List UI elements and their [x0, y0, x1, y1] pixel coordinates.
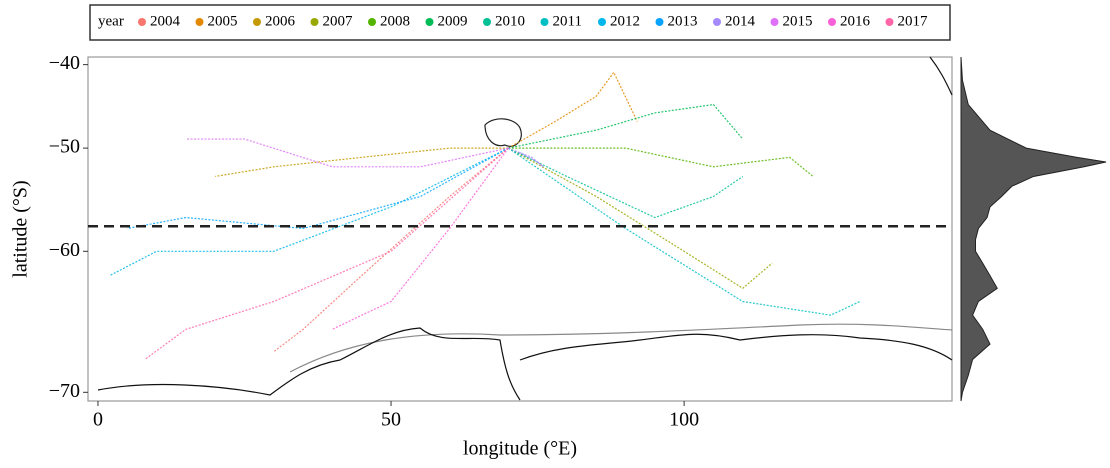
legend-title: year — [98, 13, 124, 29]
plot-frame — [87, 56, 953, 402]
x-tick-label: 50 — [381, 409, 401, 431]
track — [127, 147, 509, 230]
legend-swatch — [598, 18, 606, 26]
legend-label: 2004 — [150, 13, 181, 29]
legend-label: 2007 — [323, 13, 354, 29]
x-tick-label: 0 — [93, 409, 103, 431]
latitude-density — [960, 56, 1107, 402]
track — [507, 71, 638, 149]
legend-swatch — [368, 18, 376, 26]
track — [508, 147, 744, 219]
legend-swatch — [138, 18, 146, 26]
track — [109, 147, 509, 277]
legend-label: 2015 — [783, 13, 813, 29]
y-tick-label: −50 — [49, 136, 80, 158]
legend-label: 2014 — [725, 13, 756, 29]
legend-label: 2012 — [610, 13, 640, 29]
legend-label: 2009 — [438, 13, 468, 29]
track — [507, 147, 773, 290]
legend-swatch — [655, 18, 664, 26]
track — [273, 147, 509, 353]
x-tick-label: 100 — [669, 409, 699, 431]
x-axis-title: longitude (°E) — [463, 438, 577, 460]
y-tick-label: −40 — [49, 52, 80, 74]
track — [508, 147, 544, 168]
legend-swatch — [885, 18, 894, 26]
legend-swatch — [483, 18, 491, 26]
legend-label: 2013 — [668, 13, 698, 29]
legend-label: 2017 — [898, 13, 929, 29]
legend-swatch — [195, 18, 204, 26]
legend-swatch — [828, 18, 836, 26]
track — [508, 103, 744, 149]
track — [215, 147, 509, 178]
y-axis-title: latitude (°S) — [10, 180, 32, 277]
legend-label: 2010 — [495, 13, 525, 29]
track — [508, 147, 814, 177]
track — [332, 147, 509, 330]
legend-swatch — [770, 18, 779, 26]
coastlines — [97, 56, 953, 401]
legend-swatch — [425, 18, 434, 26]
ice-edge — [289, 323, 953, 373]
track — [144, 147, 509, 360]
y-tick-label: −60 — [49, 239, 80, 261]
legend-box — [89, 4, 951, 41]
legend-swatch — [310, 18, 319, 26]
legend-swatch — [713, 18, 721, 26]
legend-swatch — [253, 18, 261, 26]
y-tick-label: −70 — [49, 380, 80, 402]
antarctic-coast — [97, 327, 953, 401]
legend-swatch — [540, 18, 549, 26]
legend-label: 2008 — [380, 13, 410, 29]
legend-label: 2006 — [265, 13, 296, 29]
track — [185, 138, 509, 168]
track — [507, 147, 861, 316]
legend-label: 2016 — [840, 13, 871, 29]
legend-label: 2005 — [208, 13, 238, 29]
legend-label: 2011 — [553, 13, 582, 29]
coast-top-right — [929, 56, 953, 96]
